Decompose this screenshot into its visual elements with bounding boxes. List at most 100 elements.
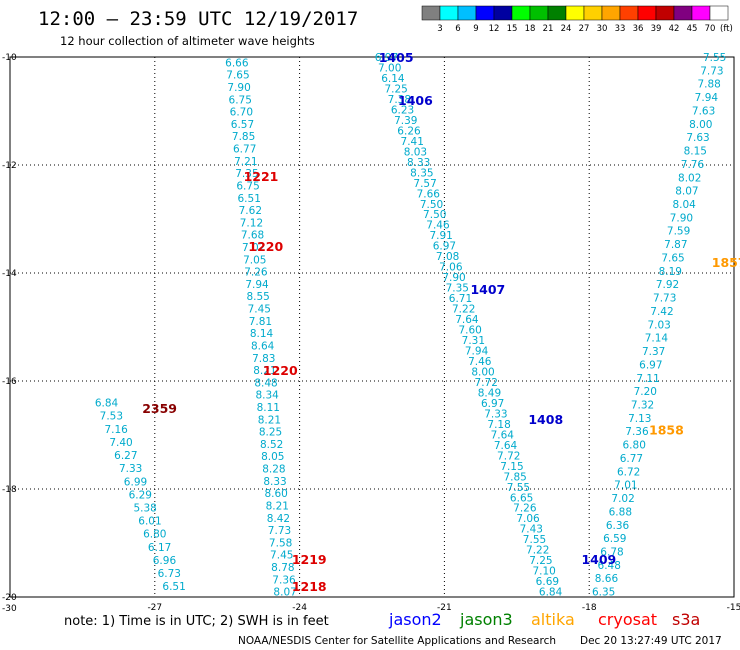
wave-height-value: 7.12 (240, 217, 263, 229)
tick-labels: -27 -24 -21 -18 -15 -10 -12 -14 -16 -18 -20-30 (2, 53, 740, 614)
wave-height-value: 6.14 (381, 73, 405, 85)
satellite-legend: jason2 jason3 altika cryosat s3a (388, 610, 700, 629)
wave-height-value: 8.21 (266, 500, 289, 512)
x-tick-label: -24 (292, 603, 307, 613)
legend-item-altika: altika (531, 610, 575, 629)
wave-height-value: 8.03 (404, 146, 427, 158)
wave-height-value: 7.13 (628, 413, 651, 425)
wave-height-value: 8.52 (260, 439, 283, 451)
wave-height-value: 8.78 (271, 562, 294, 574)
wave-height-value: 7.25 (384, 83, 407, 95)
wave-height-value: 7.64 (491, 429, 515, 441)
wave-height-value: 6.51 (238, 193, 261, 205)
wave-height-value: 7.68 (241, 230, 264, 242)
wave-height-value: 7.35 (235, 168, 258, 180)
wave-height-value: 7.59 (667, 226, 690, 238)
wave-height-value: 8.02 (678, 172, 701, 184)
wave-height-value: 7.88 (697, 79, 720, 91)
wave-height-value: 7.16 (104, 424, 128, 436)
wave-height-value: 7.22 (526, 545, 549, 557)
wave-height-value: 6.77 (233, 144, 256, 156)
wave-height-value: 8.33 (263, 476, 286, 488)
wave-height-value: 7.10 (532, 566, 555, 578)
y-tick-label: -14 (2, 269, 17, 279)
colorbar-swatch (457, 5, 477, 21)
wave-height-value: 8.19 (659, 266, 682, 278)
colorbar-swatch (673, 5, 693, 21)
wave-height-value: 6.70 (230, 107, 253, 119)
wave-height-value: 7.36 (272, 574, 296, 586)
wave-height-value: 7.60 (458, 325, 481, 337)
wave-height-value: 7.94 (245, 279, 269, 291)
wave-height-value: 7.20 (634, 386, 657, 398)
colorbar-label: 6 (455, 24, 460, 34)
wave-height-value: 7.64 (455, 314, 479, 326)
pass-time-label: 1407 (470, 282, 505, 297)
wave-height-value: 8.66 (595, 573, 619, 585)
wave-height-value: 7.06 (439, 262, 463, 274)
wave-height-value: 7.58 (269, 537, 292, 549)
colorbar-swatch (547, 5, 567, 21)
pass-time-label: 1219 (292, 552, 327, 567)
wave-height-value: 6.97 (639, 359, 662, 371)
wave-height-value: 6.97 (375, 52, 398, 64)
colorbar-swatch (709, 5, 729, 21)
wave-height-value: 6.80 (143, 529, 166, 541)
wave-height-value: 6.84 (95, 398, 119, 410)
x-tick-label: -27 (147, 603, 162, 613)
colorbar-label: 30 (597, 24, 608, 34)
colorbar-label: 12 (489, 24, 500, 34)
wave-height-value: 7.26 (513, 503, 537, 515)
wave-height-value: 8.34 (255, 390, 279, 402)
wave-height-value: 7.00 (378, 62, 401, 74)
colorbar-swatch (529, 5, 549, 21)
wave-height-value: 7.37 (642, 346, 665, 358)
wave-height-value: 8.33 (407, 157, 430, 169)
wave-height-value: 7.25 (529, 555, 552, 567)
wave-height-value: 6.96 (153, 555, 177, 567)
wave-height-value: 7.81 (249, 316, 272, 328)
wave-height-value: 8.05 (261, 451, 284, 463)
wave-height-value: 7.14 (645, 333, 669, 345)
wave-height-value: 7.73 (700, 65, 723, 77)
wave-height-value: 7.85 (232, 131, 255, 143)
pass-time-label: 1218 (292, 579, 327, 594)
plot-frame (9, 56, 735, 598)
colorbar-label: 24 (561, 24, 572, 34)
wave-height-value: 7.02 (611, 493, 634, 505)
wave-height-value: 7.63 (686, 132, 709, 144)
wave-height-value: 7.64 (494, 440, 518, 452)
wave-height-value: 7.36 (625, 426, 649, 438)
wave-height-value: 8.28 (262, 464, 285, 476)
x-tick-label: -21 (437, 603, 452, 613)
colorbar-label: 3 (437, 24, 442, 34)
wave-height-value: 6.65 (510, 492, 533, 504)
wave-height-value: 5.38 (133, 503, 156, 515)
pass-time-label: 1409 (581, 552, 616, 567)
y-tick-label: -16 (2, 377, 17, 387)
wave-height-value: 8.25 (259, 427, 282, 439)
wave-height-value: 6.72 (617, 466, 640, 478)
wave-height-value: 7.94 (465, 346, 489, 358)
wave-height-value: 6.51 (162, 581, 185, 593)
wave-height-value: 6.59 (603, 533, 626, 545)
colorbar-unit: (ft) (720, 24, 733, 34)
wave-height-value: 6.69 (536, 576, 559, 588)
wave-height-value: 7.35 (446, 283, 469, 295)
wave-height-value: 8.07 (675, 186, 698, 198)
colorbar-swatch (583, 5, 603, 21)
wave-height-value: 7.40 (109, 437, 132, 449)
footer-note: note: 1) Time is in UTC; 2) SWH is in fe… (64, 614, 329, 629)
x-tick-label: -15 (727, 603, 740, 613)
wave-height-value: 6.77 (620, 453, 643, 465)
wave-height-value: 7.42 (650, 306, 673, 318)
wave-height-value: 7.73 (653, 293, 676, 305)
wave-height-value: 7.41 (401, 136, 424, 148)
colorbar-label: 27 (579, 24, 590, 34)
pass-time-label: 1221 (244, 169, 279, 184)
wave-height-value: 7.45 (248, 304, 271, 316)
colorbar-label: 70 (705, 24, 716, 34)
wave-height-value: 6.88 (609, 506, 632, 518)
wave-height-value: 6.29 (129, 489, 152, 501)
colorbar-swatch (565, 5, 585, 21)
